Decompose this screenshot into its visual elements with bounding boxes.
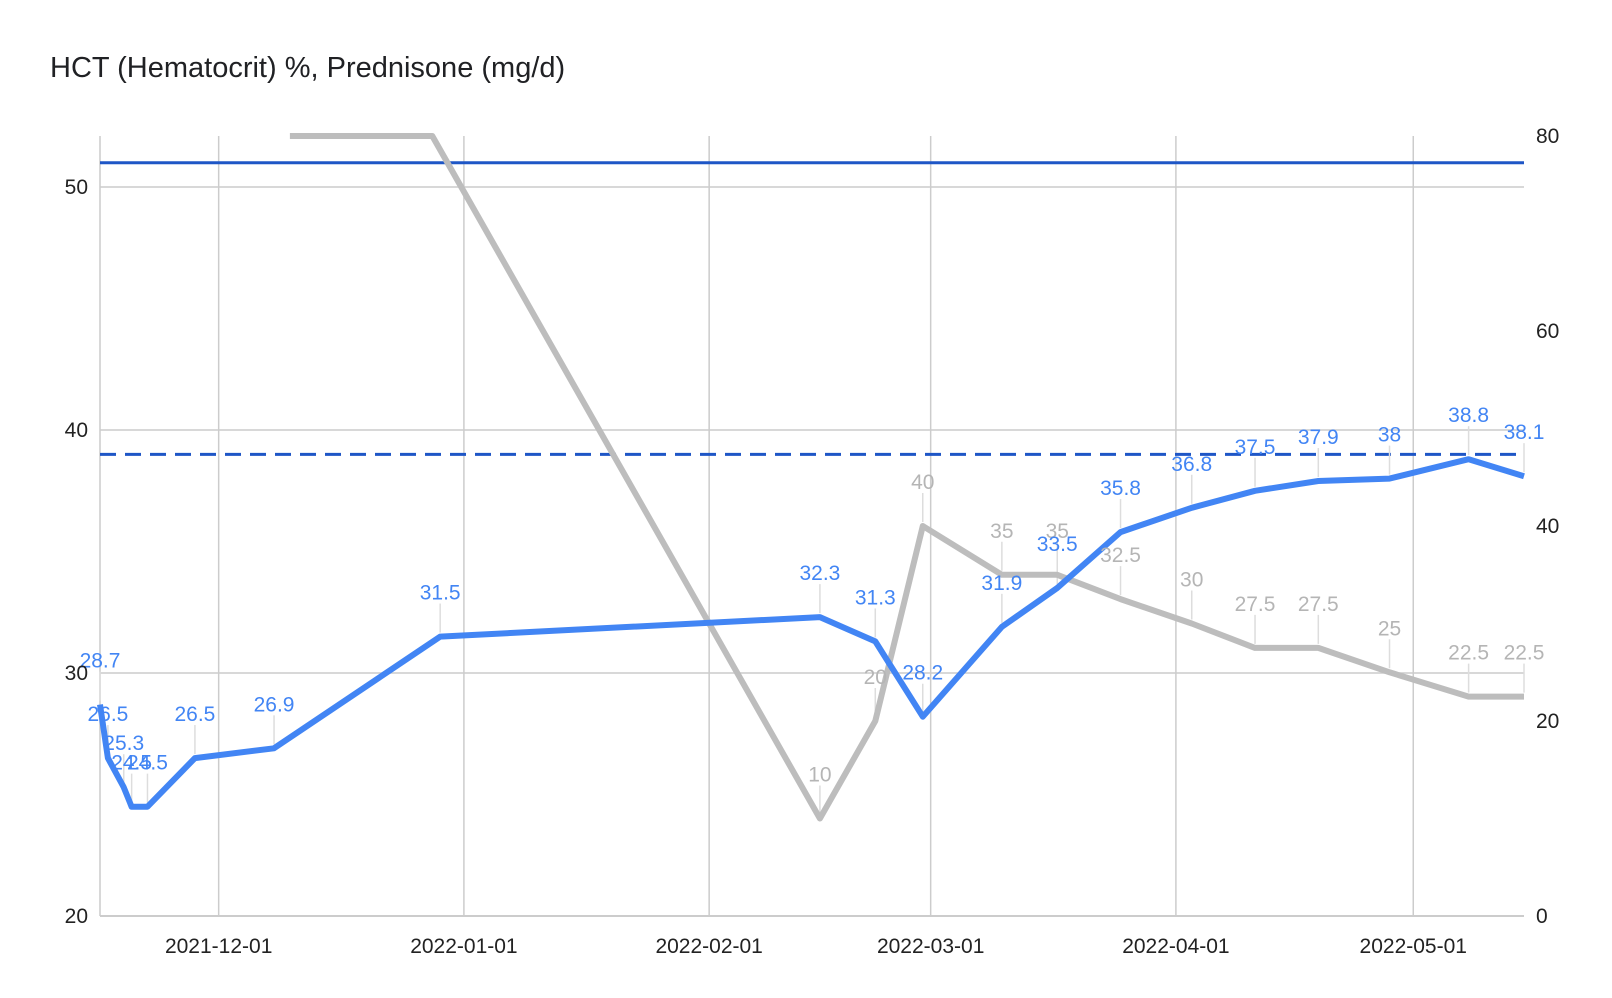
prednisone-data-label: 32.5 <box>1100 544 1141 567</box>
y-right-tick-label: 20 <box>1536 710 1559 733</box>
prednisone-data-label: 27.5 <box>1235 593 1276 616</box>
hct-data-label: 32.3 <box>799 562 840 585</box>
prednisone-data-label: 20 <box>864 666 887 689</box>
hct-data-label: 37.5 <box>1235 436 1276 459</box>
hct-data-label: 38.1 <box>1504 421 1545 444</box>
y-right-tick-label: 0 <box>1536 905 1548 928</box>
hct-data-label: 38.8 <box>1448 404 1489 427</box>
y-left-tick-label: 50 <box>65 176 88 199</box>
prednisone-data-label: 40 <box>911 471 934 494</box>
hct-data-label: 26.5 <box>87 703 128 726</box>
chart-title: HCT (Hematocrit) %, Prednisone (mg/d) <box>50 52 566 84</box>
y-right-tick-label: 80 <box>1536 125 1559 148</box>
hct-data-label: 31.9 <box>981 572 1022 595</box>
prednisone-data-label: 27.5 <box>1298 593 1339 616</box>
hct-data-label: 25.3 <box>103 732 144 755</box>
y-right-tick-label: 60 <box>1536 320 1559 343</box>
hct-data-label: 31.5 <box>420 582 461 605</box>
y-left-tick-label: 20 <box>65 905 88 928</box>
hct-data-label: 33.5 <box>1037 533 1078 556</box>
prednisone-data-label: 35 <box>1046 520 1069 543</box>
x-tick-label: 2022-01-01 <box>410 935 517 958</box>
hct-data-label: 38 <box>1378 424 1401 447</box>
hct-data-label: 26.5 <box>174 703 215 726</box>
x-tick-label: 2021-12-01 <box>165 935 272 958</box>
y-left-tick-label: 30 <box>65 662 88 685</box>
y-right-tick-label: 40 <box>1536 515 1559 538</box>
hct-data-label: 26.9 <box>254 693 295 716</box>
prednisone-data-label: 22.5 <box>1448 642 1489 665</box>
hct-data-label: 24.5 <box>127 752 168 775</box>
x-tick-label: 2022-05-01 <box>1360 935 1467 958</box>
hct-line <box>97 456 1525 810</box>
prednisone-data-label: 22.5 <box>1504 642 1545 665</box>
x-tick-label: 2022-04-01 <box>1122 935 1229 958</box>
hct-data-label: 35.8 <box>1100 477 1141 500</box>
hct-data-label: 24.5 <box>111 752 152 775</box>
hct-data-label: 31.3 <box>855 586 896 609</box>
prednisone-data-label: 30 <box>1180 569 1203 592</box>
x-tick-label: 2022-03-01 <box>877 935 984 958</box>
hct-data-label: 37.9 <box>1298 426 1339 449</box>
prednisone-data-label: 25 <box>1378 617 1401 640</box>
prednisone-line <box>289 133 1524 822</box>
hct-data-label: 36.8 <box>1171 453 1212 476</box>
hct-data-label: 28.7 <box>80 650 121 673</box>
hct-data-label: 28.2 <box>902 662 943 685</box>
prednisone-data-label: 35 <box>990 520 1013 543</box>
x-tick-label: 2022-02-01 <box>655 935 762 958</box>
prednisone-data-label: 10 <box>808 764 831 787</box>
y-left-tick-label: 40 <box>65 419 88 442</box>
